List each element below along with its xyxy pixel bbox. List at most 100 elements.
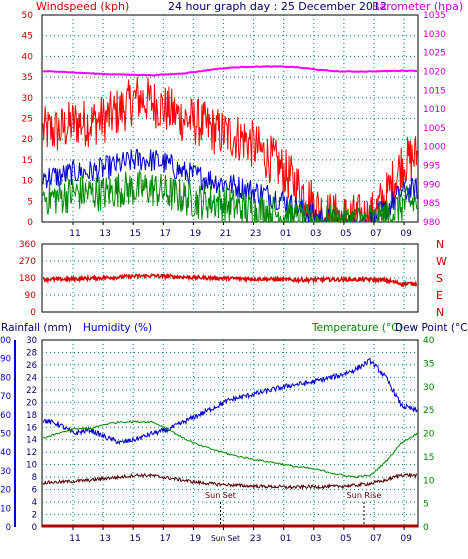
rainfall-tick-label: 20 bbox=[26, 398, 37, 408]
rainfall-tick-label: 18 bbox=[26, 411, 37, 421]
wind-panel-xtick-label: 11 bbox=[69, 229, 80, 239]
humidity-tick-label: 0 bbox=[6, 523, 11, 533]
temperature-tick-label: 0 bbox=[423, 523, 429, 533]
temperature-panel-xtick-label: 01 bbox=[280, 534, 291, 544]
temperature-label: Temperature (°C) bbox=[311, 322, 403, 334]
wind-panel-xtick-label: 07 bbox=[370, 229, 381, 239]
series-wind-average bbox=[42, 149, 418, 224]
windspeed-tick-label: 35 bbox=[22, 73, 33, 83]
temperature-tick-label: 20 bbox=[423, 430, 435, 440]
temperature-panel-xtick-label: 05 bbox=[340, 534, 351, 544]
barometer-tick-label: 990 bbox=[423, 180, 440, 190]
wind-panel-xtick-label: 15 bbox=[129, 229, 140, 239]
temperature-panel-xtick-label: 17 bbox=[160, 534, 171, 544]
rainfall-tick-label: 16 bbox=[26, 423, 37, 433]
humidity-tick-label: 100 bbox=[0, 336, 11, 346]
temperature-tick-label: 40 bbox=[423, 336, 435, 346]
direction-tick-label: 270 bbox=[19, 257, 36, 267]
series-temperature bbox=[43, 420, 418, 479]
windspeed-title: Windspeed (kph) bbox=[36, 0, 129, 13]
rainfall-label: Rainfall (mm) bbox=[1, 322, 72, 334]
humidity-tick-label: 50 bbox=[0, 430, 11, 440]
rainfall-tick-label: 8 bbox=[32, 473, 37, 483]
series-humidity bbox=[42, 357, 418, 446]
barometer-tick-label: 1005 bbox=[423, 124, 446, 134]
windspeed-tick-label: 50 bbox=[22, 11, 34, 21]
windspeed-tick-label: 15 bbox=[22, 156, 33, 166]
series-dew-point bbox=[42, 472, 418, 491]
rainfall-tick-label: 12 bbox=[26, 448, 37, 458]
wind-panel-xtick-label: 13 bbox=[99, 229, 110, 239]
series-wind-gust bbox=[42, 77, 418, 223]
humidity-tick-label: 80 bbox=[0, 373, 11, 383]
rainfall-tick-label: 26 bbox=[26, 361, 37, 371]
barometer-tick-label: 1010 bbox=[423, 105, 446, 115]
dewpoint-label: Dew Point (°C) bbox=[395, 322, 468, 334]
humidity-label: Humidity (%) bbox=[83, 322, 152, 334]
barometer-tick-label: 1030 bbox=[423, 30, 446, 40]
barometer-tick-label: 1025 bbox=[423, 49, 446, 59]
windspeed-tick-label: 30 bbox=[22, 94, 34, 104]
temperature-panel: 0102030405060708090100024681012141618202… bbox=[0, 336, 435, 544]
barometer-tick-label: 1020 bbox=[423, 67, 446, 77]
rainfall-tick-label: 24 bbox=[26, 373, 37, 383]
temperature-tick-label: 15 bbox=[423, 453, 434, 463]
barometer-tick-label: 1000 bbox=[423, 143, 446, 153]
windspeed-tick-label: 40 bbox=[22, 52, 34, 62]
rainfall-tick-label: 0 bbox=[32, 523, 37, 533]
humidity-tick-label: 40 bbox=[0, 448, 11, 458]
wind-panel-xtick-label: 09 bbox=[400, 229, 412, 239]
compass-letter: W bbox=[436, 255, 447, 268]
temperature-tick-label: 10 bbox=[423, 476, 435, 486]
temperature-tick-label: 25 bbox=[423, 406, 434, 416]
temperature-tick-label: 5 bbox=[423, 500, 429, 510]
humidity-tick-label: 10 bbox=[0, 504, 11, 514]
sunset-label: Sun Set bbox=[205, 491, 236, 500]
temperature-panel-xtick-label: 11 bbox=[69, 534, 80, 544]
temperature-panel-xtick-label: 19 bbox=[190, 534, 202, 544]
direction-tick-label: 180 bbox=[19, 274, 36, 284]
barometer-tick-label: 995 bbox=[423, 162, 440, 172]
barometer-tick-label: 985 bbox=[423, 199, 440, 209]
windspeed-tick-label: 5 bbox=[27, 197, 33, 207]
windspeed-tick-label: 0 bbox=[27, 218, 33, 228]
compass-letter: E bbox=[436, 289, 443, 302]
temperature-tick-label: 35 bbox=[423, 359, 434, 369]
humidity-tick-label: 20 bbox=[0, 486, 11, 496]
sunrise-label: Sun Rise bbox=[347, 491, 382, 500]
barometer-tick-label: 1015 bbox=[423, 86, 446, 96]
rainfall-tick-label: 6 bbox=[32, 486, 37, 496]
rainfall-tick-label: 22 bbox=[26, 386, 37, 396]
temperature-panel-xtick-label: 13 bbox=[99, 534, 110, 544]
temperature-tick-label: 30 bbox=[423, 383, 435, 393]
rainfall-tick-label: 30 bbox=[26, 336, 37, 346]
temperature-panel-xtick-label: 15 bbox=[129, 534, 140, 544]
humidity-tick-label: 60 bbox=[0, 411, 11, 421]
windspeed-tick-label: 45 bbox=[22, 32, 33, 42]
wind-panel: 0510152025303540455098098599099510001005… bbox=[22, 11, 447, 239]
barometer-tick-label: 980 bbox=[423, 218, 440, 228]
temperature-panel-xtick-label: 03 bbox=[310, 534, 321, 544]
windspeed-tick-label: 25 bbox=[22, 115, 33, 125]
temperature-panel-xtick-label: 07 bbox=[370, 534, 381, 544]
series-barometer bbox=[42, 65, 418, 77]
windspeed-tick-label: 10 bbox=[22, 177, 34, 187]
wind-panel-xtick-label: 23 bbox=[250, 229, 261, 239]
temperature-panel-xtick-label: Sun Set bbox=[211, 534, 240, 543]
graph-title: 24 hour graph day : 25 December 2012 bbox=[168, 0, 387, 13]
wind-panel-xtick-label: 01 bbox=[280, 229, 291, 239]
rainfall-tick-label: 2 bbox=[32, 511, 37, 521]
wind-panel-xtick-label: 21 bbox=[220, 229, 231, 239]
humidity-tick-label: 30 bbox=[0, 467, 11, 477]
humidity-tick-label: 90 bbox=[0, 355, 11, 365]
compass-letter: N bbox=[436, 238, 444, 251]
temperature-panel-xtick-label: 09 bbox=[400, 534, 412, 544]
compass-letter: N bbox=[436, 306, 444, 319]
wind-panel-xtick-label: 19 bbox=[190, 229, 202, 239]
rainfall-tick-label: 14 bbox=[26, 436, 37, 446]
series-direction bbox=[42, 272, 418, 288]
barometer-tick-label: 1035 bbox=[423, 11, 446, 21]
wind-panel-xtick-label: 17 bbox=[160, 229, 171, 239]
